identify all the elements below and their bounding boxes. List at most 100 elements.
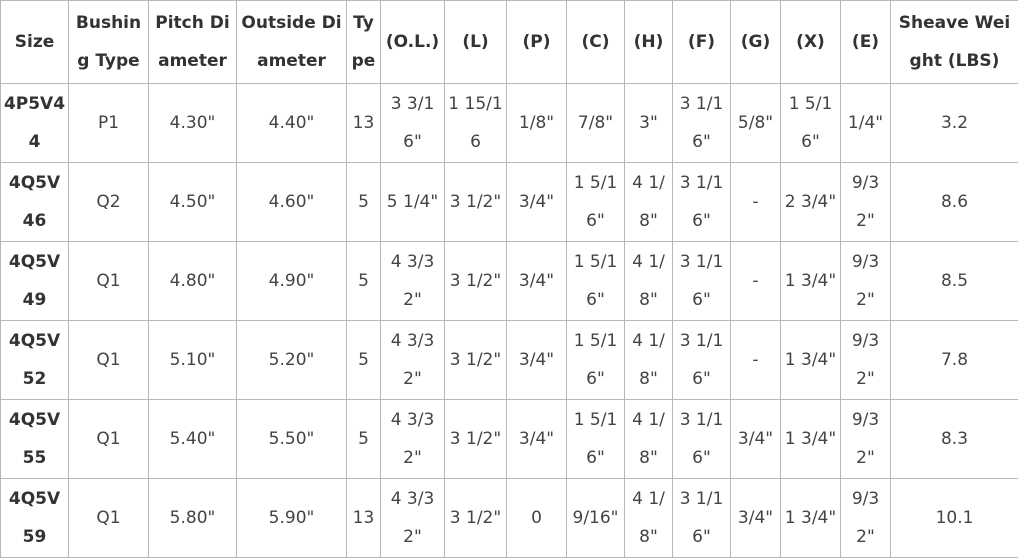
table-cell: 1/8"	[507, 84, 567, 163]
table-cell: 4 3/32"	[381, 479, 445, 558]
table-cell: 4Q5V46	[1, 163, 69, 242]
table-cell: 3 3/16"	[381, 84, 445, 163]
table-cell: 3 1/2"	[445, 242, 507, 321]
table-cell: 1 15/16	[445, 84, 507, 163]
table-cell: 5	[347, 242, 381, 321]
table-cell: 10.1	[891, 479, 1018, 558]
table-cell: 8.3	[891, 400, 1018, 479]
table-cell: 3/4"	[507, 400, 567, 479]
header-cell: (P)	[507, 1, 567, 84]
table-cell: 1 3/4"	[781, 400, 841, 479]
table-cell: 5/8"	[731, 84, 781, 163]
table-cell: 4 3/32"	[381, 400, 445, 479]
table-cell: 4.40"	[237, 84, 347, 163]
table-cell: 1 5/16"	[567, 242, 625, 321]
header-cell: (H)	[625, 1, 673, 84]
header-cell: (L)	[445, 1, 507, 84]
table-cell: 4 1/8"	[625, 163, 673, 242]
table-cell: 1 3/4"	[781, 321, 841, 400]
table-cell: 1 5/16"	[567, 321, 625, 400]
header-cell: (O.L.)	[381, 1, 445, 84]
table-cell: 9/32"	[841, 163, 891, 242]
table-cell: 7.8	[891, 321, 1018, 400]
table-cell: -	[731, 163, 781, 242]
table-cell: 3"	[625, 84, 673, 163]
header-cell: (X)	[781, 1, 841, 84]
table-cell: -	[731, 242, 781, 321]
table-cell: 5 1/4"	[381, 163, 445, 242]
table-cell: 1 3/4"	[781, 479, 841, 558]
table-cell: 3 1/2"	[445, 479, 507, 558]
table-cell: 1 3/4"	[781, 242, 841, 321]
table-cell: 4P5V44	[1, 84, 69, 163]
table-cell: 4.60"	[237, 163, 347, 242]
table-cell: 4.90"	[237, 242, 347, 321]
table-cell: 4 3/32"	[381, 242, 445, 321]
header-cell: (G)	[731, 1, 781, 84]
table-cell: 1 5/16"	[567, 163, 625, 242]
table-cell: 3/4"	[507, 321, 567, 400]
table-cell: 5.20"	[237, 321, 347, 400]
table-cell: 9/32"	[841, 321, 891, 400]
table-cell: 5	[347, 321, 381, 400]
table-cell: 7/8"	[567, 84, 625, 163]
table-cell: 4.30"	[149, 84, 237, 163]
header-cell: Type	[347, 1, 381, 84]
table-cell: 4.50"	[149, 163, 237, 242]
table-cell: 8.6	[891, 163, 1018, 242]
table-cell: 4 1/8"	[625, 242, 673, 321]
table-cell: -	[731, 321, 781, 400]
table-cell: 4Q5V52	[1, 321, 69, 400]
table-cell: 9/32"	[841, 479, 891, 558]
table-cell: 3/4"	[507, 163, 567, 242]
table-cell: Q2	[69, 163, 149, 242]
table-cell: 3 1/16"	[673, 84, 731, 163]
table-cell: 1/4"	[841, 84, 891, 163]
table-cell: 2 3/4"	[781, 163, 841, 242]
header-cell: Bushing Type	[69, 1, 149, 84]
table-cell: Q1	[69, 400, 149, 479]
table-cell: 1 5/16"	[781, 84, 841, 163]
table-cell: 4.80"	[149, 242, 237, 321]
table-cell: 5.10"	[149, 321, 237, 400]
table-cell: 3.2	[891, 84, 1018, 163]
table-cell: 3/4"	[731, 479, 781, 558]
table-cell: 3 1/16"	[673, 163, 731, 242]
table-cell: Q1	[69, 321, 149, 400]
table-cell: 3 1/16"	[673, 479, 731, 558]
table-cell: 3/4"	[507, 242, 567, 321]
table-cell: 4Q5V49	[1, 242, 69, 321]
table-cell: 5	[347, 163, 381, 242]
table-cell: 4Q5V55	[1, 400, 69, 479]
table-cell: 13	[347, 479, 381, 558]
table-cell: 9/32"	[841, 242, 891, 321]
table-cell: 3 1/16"	[673, 321, 731, 400]
table-cell: 5	[347, 400, 381, 479]
table-cell: 3 1/2"	[445, 400, 507, 479]
table-cell: 5.40"	[149, 400, 237, 479]
table-cell: 4 1/8"	[625, 321, 673, 400]
table-cell: 4 1/8"	[625, 400, 673, 479]
table-cell: 3 1/16"	[673, 400, 731, 479]
header-cell: Sheave Weight (LBS)	[891, 1, 1018, 84]
header-cell: (F)	[673, 1, 731, 84]
table-cell: 9/32"	[841, 400, 891, 479]
table-cell: P1	[69, 84, 149, 163]
table-cell: 4 1/8"	[625, 479, 673, 558]
table-cell: 3 1/2"	[445, 321, 507, 400]
table-cell: 4Q5V59	[1, 479, 69, 558]
header-cell: Size	[1, 1, 69, 84]
table-cell: 1 5/16"	[567, 400, 625, 479]
table-cell: 0	[507, 479, 567, 558]
table-cell: 5.50"	[237, 400, 347, 479]
